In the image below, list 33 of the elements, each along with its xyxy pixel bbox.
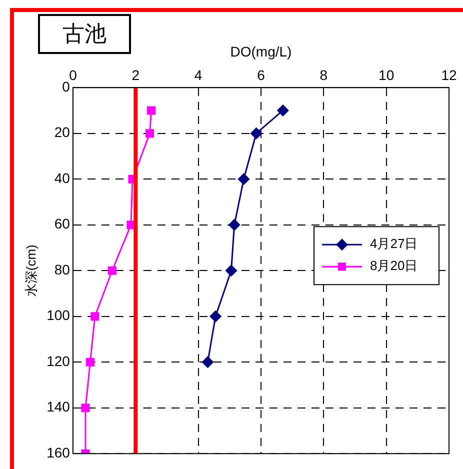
- x-tick-label: 2: [132, 67, 140, 84]
- point: [145, 129, 154, 138]
- point: [228, 219, 240, 231]
- x-axis-title: DO(mg/L): [230, 43, 292, 60]
- y-tick-label: 160: [46, 444, 70, 460]
- point: [277, 104, 289, 116]
- y-tick-label: 100: [46, 307, 70, 324]
- x-tick-label: 12: [441, 67, 457, 84]
- point: [210, 310, 222, 322]
- y-tick-label: 80: [54, 261, 70, 278]
- legend-label: 4月27日: [370, 236, 418, 252]
- legend-label: 8月20日: [370, 258, 418, 274]
- point: [250, 128, 262, 140]
- point: [108, 266, 116, 275]
- point: [238, 173, 250, 185]
- x-tick-label: 10: [378, 67, 394, 84]
- y-tick-label: 120: [46, 352, 70, 369]
- point: [202, 356, 214, 368]
- y-tick-label: 40: [54, 170, 70, 186]
- point: [90, 312, 100, 321]
- x-tick-label: 6: [257, 67, 266, 84]
- y-tick-label: 0: [62, 78, 70, 94]
- point: [147, 106, 156, 115]
- y-tick-label: 140: [46, 398, 70, 415]
- point: [225, 264, 237, 276]
- chart-title: 古池: [38, 14, 131, 54]
- x-tick-label: 8: [320, 67, 328, 84]
- y-tick-label: 20: [54, 124, 70, 140]
- point: [86, 358, 94, 366]
- y-axis-title: 水深(cm): [23, 244, 38, 297]
- point: [81, 404, 90, 412]
- y-tick-label: 60: [54, 216, 70, 232]
- x-tick-label: 4: [194, 67, 202, 84]
